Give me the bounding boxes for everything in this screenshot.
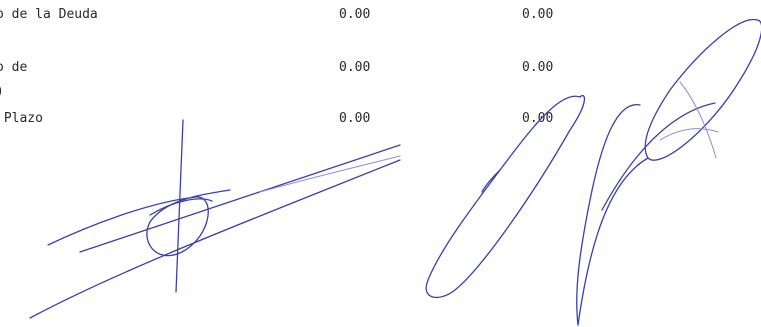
row-value-col2: 0.00 — [522, 111, 554, 126]
row-value-col2: 0.00 — [522, 60, 554, 75]
row-label-continuation: ) — [0, 84, 4, 100]
row-value-col2: 0.00 — [522, 7, 554, 22]
signature-right — [425, 18, 761, 326]
row-value-col1: 0.00 — [339, 7, 371, 22]
row-value-col1: 0.00 — [339, 60, 371, 75]
row-label-plazo: Plazo — [0, 111, 43, 126]
row-value-col1: 0.00 — [339, 111, 371, 126]
row-label-de: o de — [0, 60, 28, 75]
row-label-deuda: o de la Deuda — [0, 7, 98, 22]
signature-left — [29, 119, 401, 319]
